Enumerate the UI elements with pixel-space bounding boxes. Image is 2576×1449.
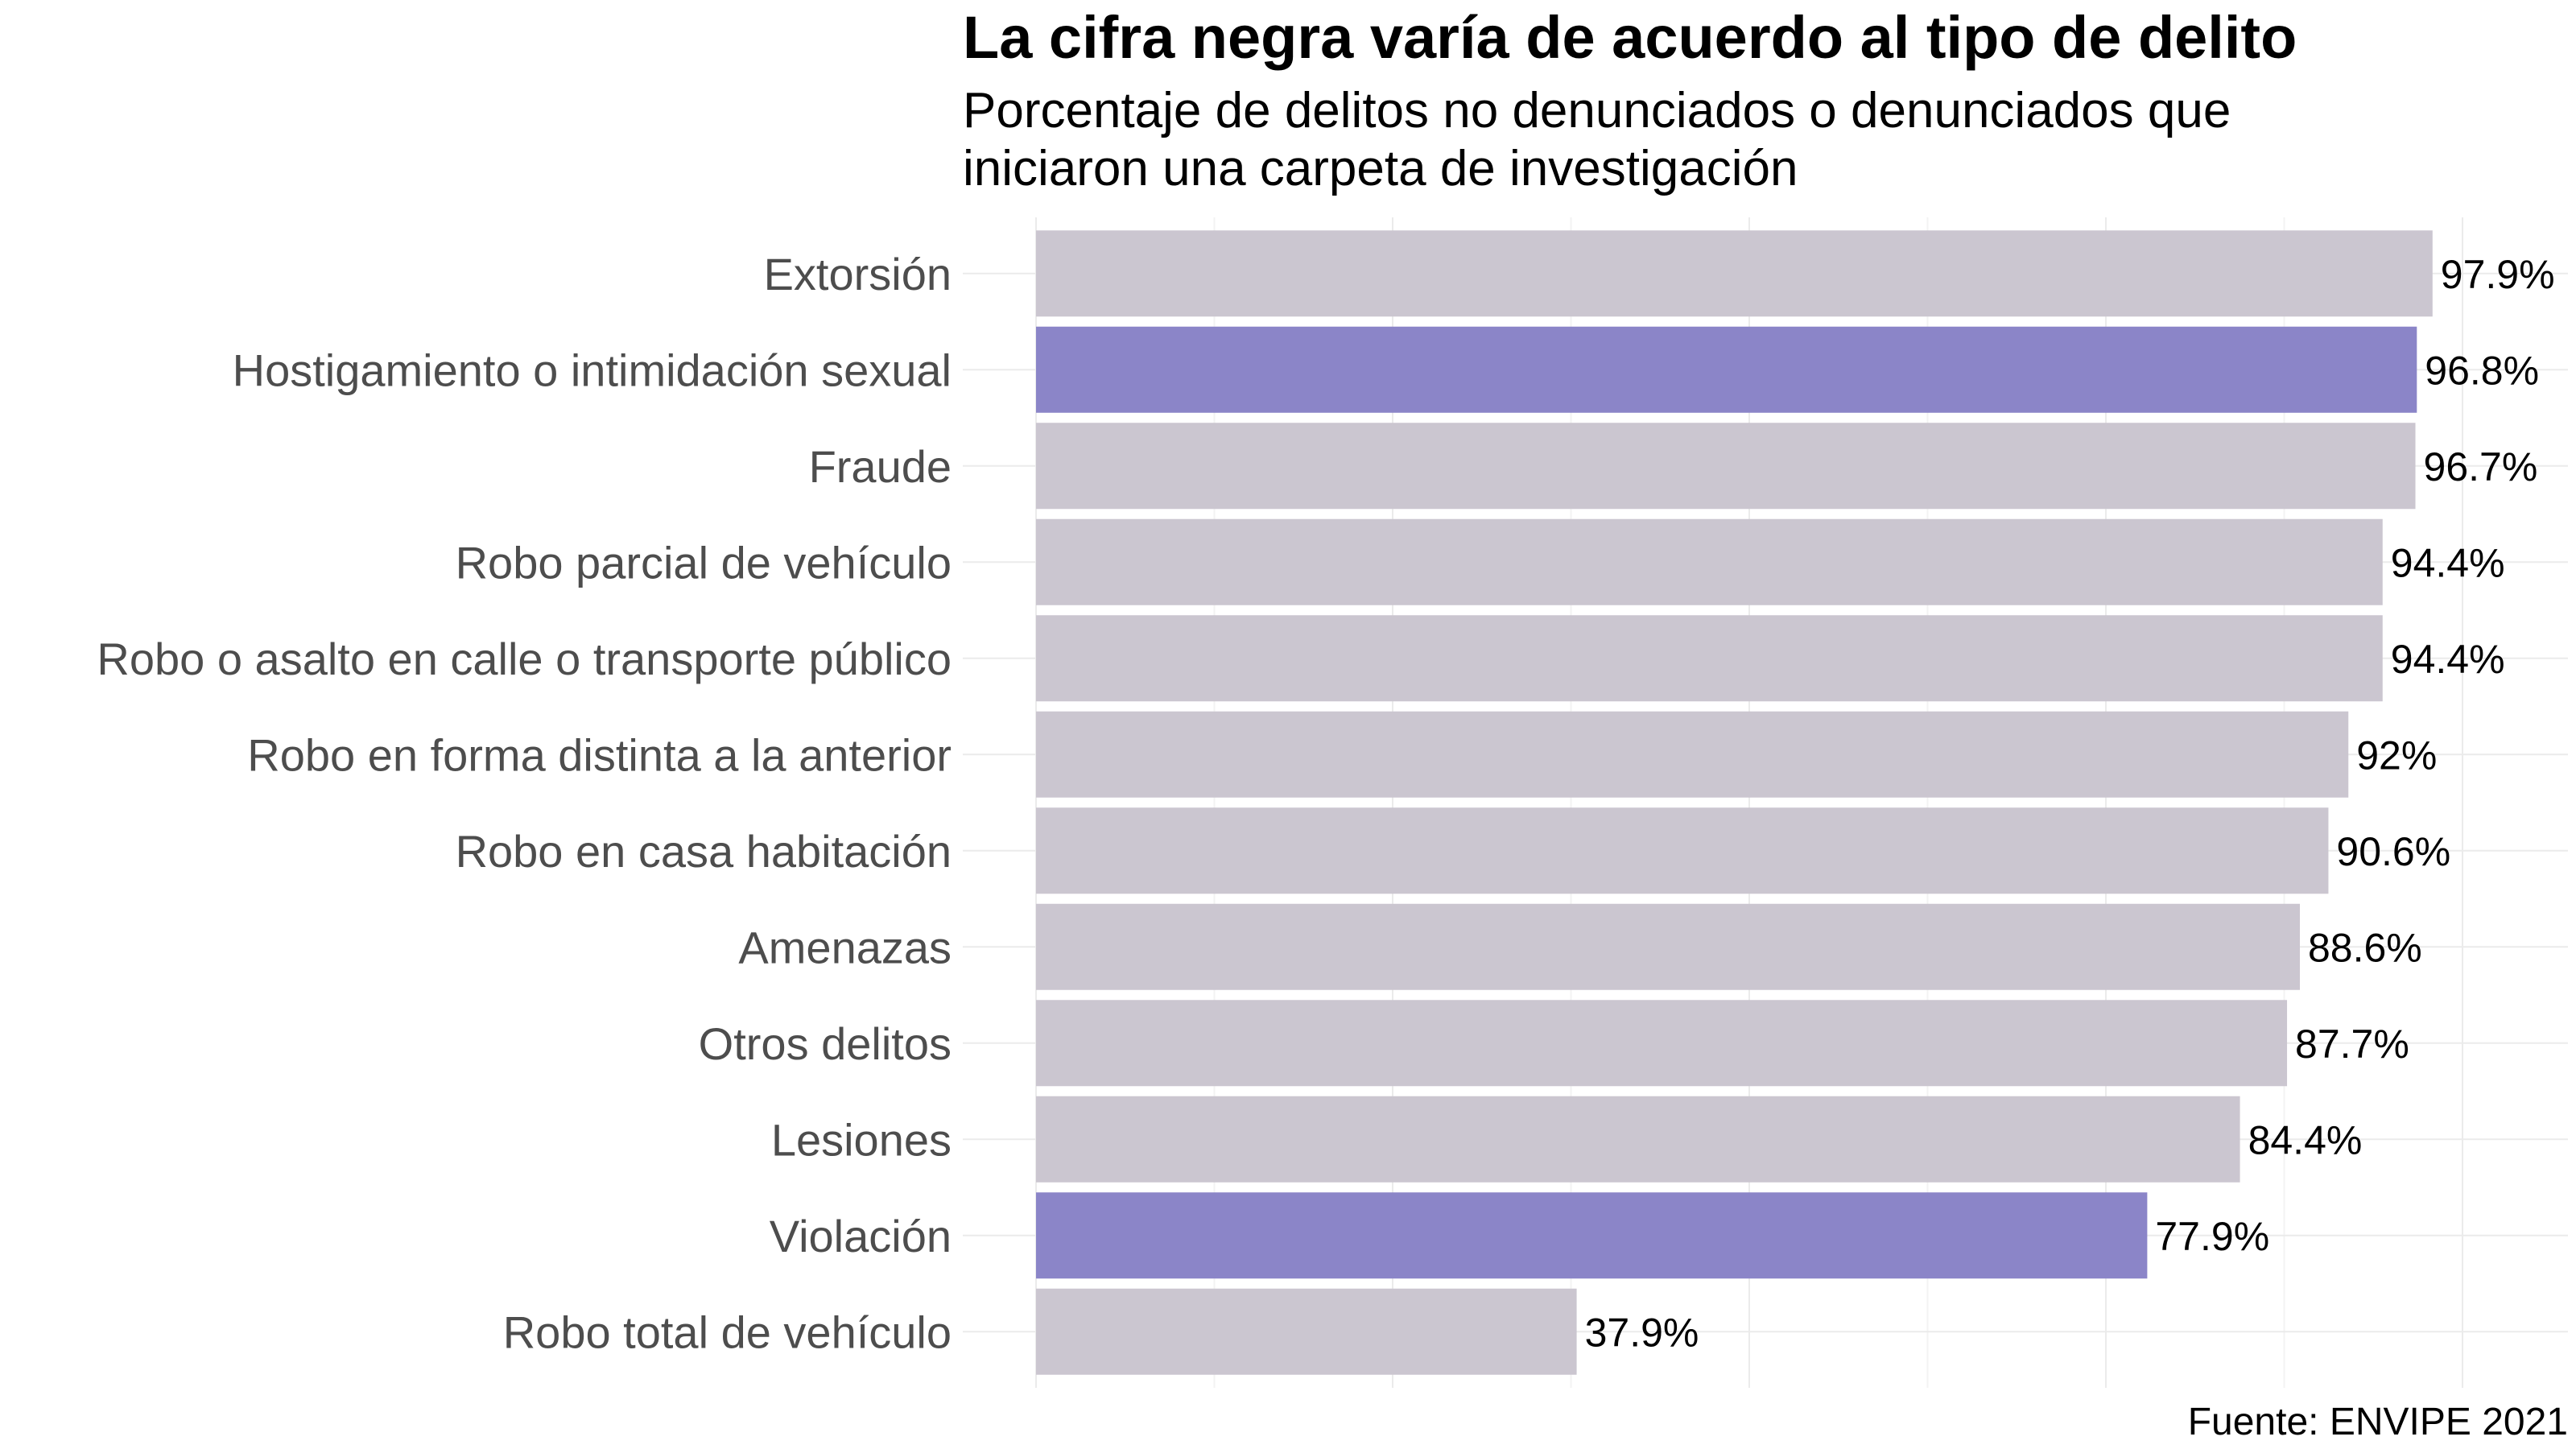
category-label-2: Hostigamiento o intimidación sexual xyxy=(233,345,952,395)
bar-11 xyxy=(1036,1192,2148,1279)
category-label-7: Robo en casa habitación xyxy=(456,826,952,877)
value-label-8: 88.6% xyxy=(2308,925,2422,970)
bar-6 xyxy=(1036,711,2349,798)
category-labels: Extorsión Hostigamiento o intimidación se… xyxy=(97,249,952,1358)
value-label-12: 37.9% xyxy=(1585,1310,1699,1355)
category-label-5: Robo o asalto en calle o transporte públ… xyxy=(97,634,952,684)
category-label-4: Robo parcial de vehículo xyxy=(456,537,952,588)
category-label-1: Extorsión xyxy=(764,249,952,299)
chart-title: La cifra negra varía de acuerdo al tipo … xyxy=(963,4,2297,71)
category-label-12: Robo total de vehículo xyxy=(503,1307,952,1357)
category-label-6: Robo en forma distinta a la anterior xyxy=(247,729,952,780)
value-label-6: 92% xyxy=(2356,733,2437,778)
category-label-9: Otros delitos xyxy=(699,1018,952,1069)
bar-2 xyxy=(1036,326,2417,413)
bar-1 xyxy=(1036,230,2433,317)
value-label-7: 90.6% xyxy=(2336,829,2450,874)
value-label-2: 96.8% xyxy=(2425,348,2539,393)
value-label-11: 77.9% xyxy=(2155,1214,2269,1259)
category-label-8: Amenazas xyxy=(738,922,952,972)
chart-caption: Fuente: ENVIPE 2021 xyxy=(2188,1401,2568,1443)
bar-3 xyxy=(1036,423,2416,510)
bar-9 xyxy=(1036,1000,2288,1087)
value-label-4: 94.4% xyxy=(2391,540,2505,585)
bar-5 xyxy=(1036,615,2383,702)
value-label-5: 94.4% xyxy=(2391,637,2505,682)
chart-subtitle-line-1: Porcentaje de delitos no denunciados o d… xyxy=(963,83,2231,138)
category-label-3: Fraude xyxy=(809,441,952,492)
value-label-10: 84.4% xyxy=(2248,1117,2363,1162)
bar-8 xyxy=(1036,903,2300,990)
bars xyxy=(1036,230,2433,1375)
value-labels: 97.9% 96.8% 96.7% 94.4% 94.4% 92% 90.6% 88.6% 87… xyxy=(1585,252,2555,1356)
value-label-9: 87.7% xyxy=(2295,1022,2409,1067)
chart-subtitle-line-2: iniciaron una carpeta de investigación xyxy=(963,141,1798,196)
category-label-11: Violación xyxy=(770,1211,952,1261)
value-label-1: 97.9% xyxy=(2441,252,2555,297)
category-label-10: Lesiones xyxy=(771,1114,952,1165)
bar-12 xyxy=(1036,1288,1577,1375)
bar-4 xyxy=(1036,518,2383,605)
bar-10 xyxy=(1036,1096,2240,1183)
value-label-3: 96.7% xyxy=(2424,444,2538,489)
bar-7 xyxy=(1036,807,2329,894)
